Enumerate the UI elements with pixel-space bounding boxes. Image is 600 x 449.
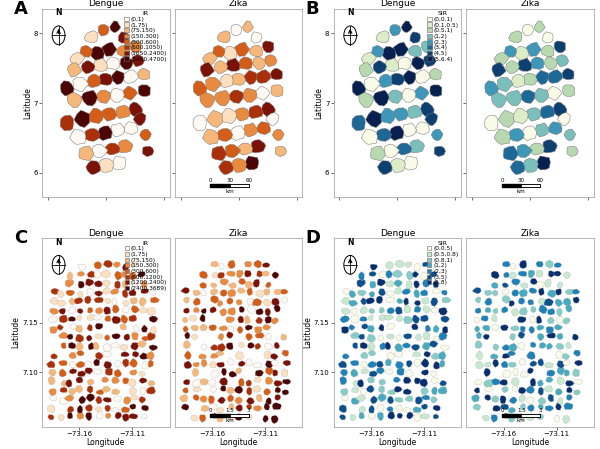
Text: km: km [517, 189, 526, 194]
X-axis label: Longitude: Longitude [379, 438, 416, 447]
Text: 0: 0 [209, 408, 212, 413]
Title: Dengue: Dengue [380, 0, 415, 8]
Polygon shape [230, 184, 249, 187]
Title: Zika: Zika [520, 229, 540, 238]
X-axis label: Longitude: Longitude [511, 438, 550, 447]
Text: 3: 3 [247, 408, 251, 413]
Text: 30: 30 [518, 178, 525, 183]
Polygon shape [230, 414, 249, 417]
Y-axis label: Latitude: Latitude [314, 87, 323, 119]
Text: A: A [14, 0, 28, 18]
Text: km: km [225, 189, 234, 194]
Text: N: N [347, 238, 353, 247]
X-axis label: Longitude: Longitude [86, 438, 125, 447]
Text: 1.5: 1.5 [517, 408, 526, 413]
Text: 30: 30 [226, 178, 233, 183]
Text: km: km [225, 418, 234, 423]
Text: 0: 0 [209, 178, 212, 183]
Title: Dengue: Dengue [88, 0, 124, 8]
Legend: (0,1), (1,75), (75,150), (150,300), (300,600), (600,1050), (1050,2400), (2400,47: (0,1), (1,75), (75,150), (150,300), (300… [124, 10, 168, 63]
Y-axis label: Latitude: Latitude [304, 317, 313, 348]
Text: C: C [14, 229, 27, 247]
Title: Zika: Zika [520, 0, 540, 8]
Legend: (0,0.1), (0.1,0.5), (0.5,1), (1,2), (2,3), (3,4), (4,5), (5,6.4): (0,0.1), (0.1,0.5), (0.5,1), (1,2), (2,3… [427, 10, 460, 63]
Title: Dengue: Dengue [380, 229, 415, 238]
Title: Zika: Zika [229, 229, 248, 238]
X-axis label: Longitude: Longitude [220, 438, 257, 447]
Text: 1.5: 1.5 [225, 408, 234, 413]
Text: N: N [347, 9, 353, 18]
Legend: (0,1), (1,75), (75,150), (150,300), (300,600), (600,1200), (1200,2400), (2400,36: (0,1), (1,75), (75,150), (150,300), (300… [124, 239, 168, 292]
Legend: (0,0.5), (0.5,0.8), (0.8,1), (1,2), (2,3), (3,5), (5,8): (0,0.5), (0.5,0.8), (0.8,1), (1,2), (2,3… [426, 239, 460, 286]
Polygon shape [521, 414, 541, 417]
Text: N: N [55, 9, 62, 18]
Text: B: B [305, 0, 319, 18]
Text: 3: 3 [539, 408, 542, 413]
Title: Dengue: Dengue [88, 229, 124, 238]
Text: D: D [305, 229, 320, 247]
Text: 0: 0 [500, 178, 504, 183]
Text: km: km [517, 418, 526, 423]
Text: N: N [55, 238, 62, 247]
Title: Zika: Zika [229, 0, 248, 8]
Text: 0: 0 [500, 408, 504, 413]
Y-axis label: Latitude: Latitude [23, 87, 32, 119]
Text: 60: 60 [245, 178, 252, 183]
Y-axis label: Latitude: Latitude [11, 317, 20, 348]
Polygon shape [521, 184, 541, 187]
Text: 60: 60 [537, 178, 544, 183]
